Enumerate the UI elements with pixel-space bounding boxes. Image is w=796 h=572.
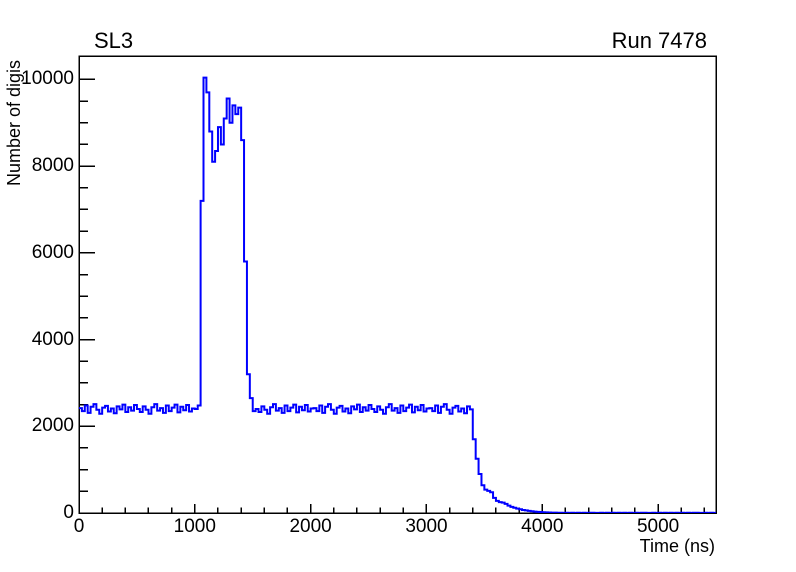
x-tick-label: 2000 [289,516,332,537]
y-tick-label: 8000 [31,155,74,177]
x-tick-label: 1000 [173,516,216,537]
histogram-line [79,76,716,513]
run-number-label: Run 7478 [611,28,707,53]
y-tick-label: 4000 [31,328,74,350]
y-tick-label: 6000 [31,241,74,263]
x-tick-label: 0 [73,516,85,537]
plot-frame [78,55,717,514]
x-tick-label: 3000 [405,516,448,537]
axis-ticks [78,78,706,514]
plot-title: SL3 [94,28,134,53]
x-tick-label: 5000 [636,516,680,537]
y-tick-label: 2000 [31,415,74,437]
y-tick-label: 10000 [21,68,74,90]
y-tick-label: 0 [63,502,74,523]
x-axis-title: Time (ns) [639,536,715,556]
x-tick-label: 4000 [521,516,564,537]
